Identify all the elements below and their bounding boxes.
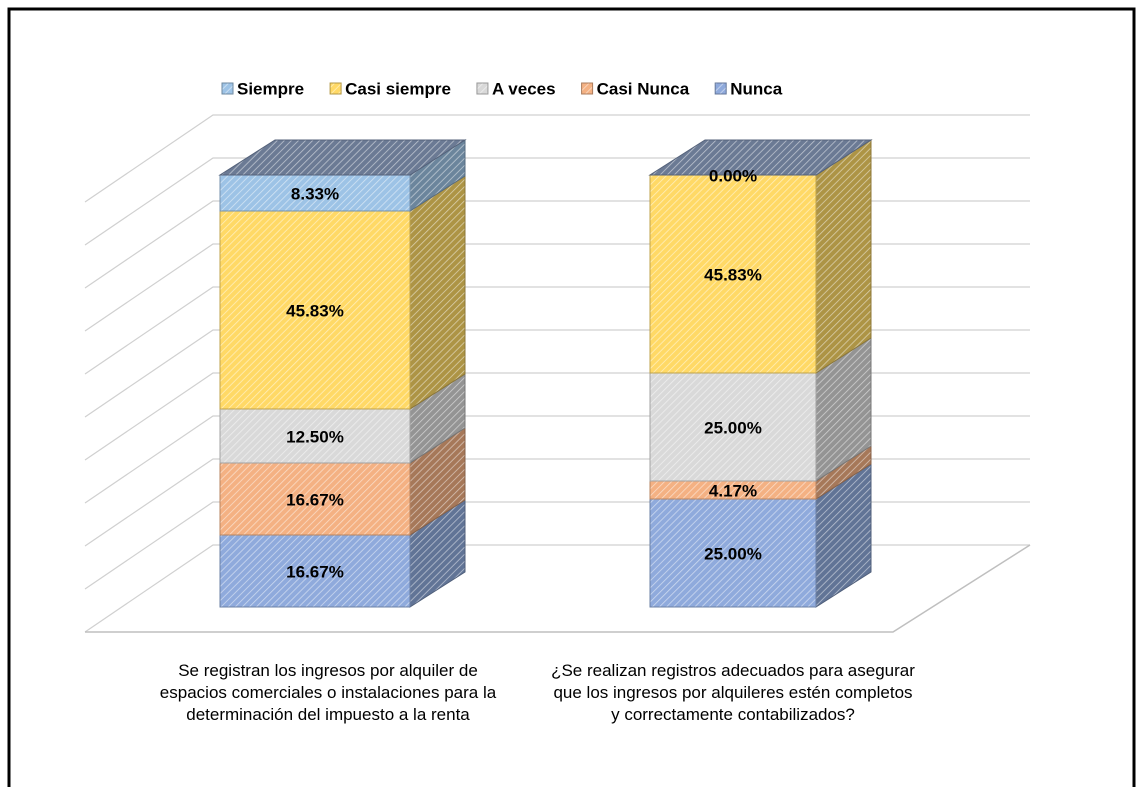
bar: [219, 408, 411, 464]
category-label: ¿Se realizan registros adecuados para as…: [551, 661, 915, 724]
floor-edge: [85, 544, 1031, 633]
bar: [649, 498, 817, 608]
frame: [7, 7, 1136, 787]
data-label: 0.00%: [709, 166, 757, 185]
data-label: 12.50%: [286, 427, 344, 446]
bar: [219, 174, 411, 212]
bar-top: [218, 139, 467, 176]
data-label: 4.17%: [709, 481, 757, 500]
bar: [649, 174, 817, 374]
legend-label: A veces: [492, 79, 556, 98]
legend-label: Nunca: [730, 79, 783, 98]
legend-label: Casi siempre: [345, 79, 451, 98]
bar: [219, 210, 411, 410]
bar: [219, 462, 411, 536]
bar-top: [648, 139, 873, 176]
legend-swatch: [476, 82, 489, 95]
legend-swatch: [581, 82, 594, 95]
bar-side: [815, 139, 872, 374]
grid-line: [84, 114, 1030, 203]
bar: [219, 534, 411, 608]
legend-swatch: [221, 82, 234, 95]
data-label: 25.00%: [704, 544, 762, 563]
bar-side: [409, 175, 466, 410]
legend-label: Siempre: [237, 79, 304, 98]
data-label: 25.00%: [704, 418, 762, 437]
data-label: 45.83%: [286, 301, 344, 320]
legend-swatch: [714, 82, 727, 95]
category-label: Se registran los ingresos por alquiler d…: [159, 661, 497, 724]
data-label: 45.83%: [704, 265, 762, 284]
data-label: 16.67%: [286, 490, 344, 509]
legend-swatch: [329, 82, 342, 95]
legend-label: Casi Nunca: [597, 79, 690, 98]
data-label: 16.67%: [286, 562, 344, 581]
data-label: 8.33%: [291, 184, 339, 203]
bar: [649, 372, 817, 482]
